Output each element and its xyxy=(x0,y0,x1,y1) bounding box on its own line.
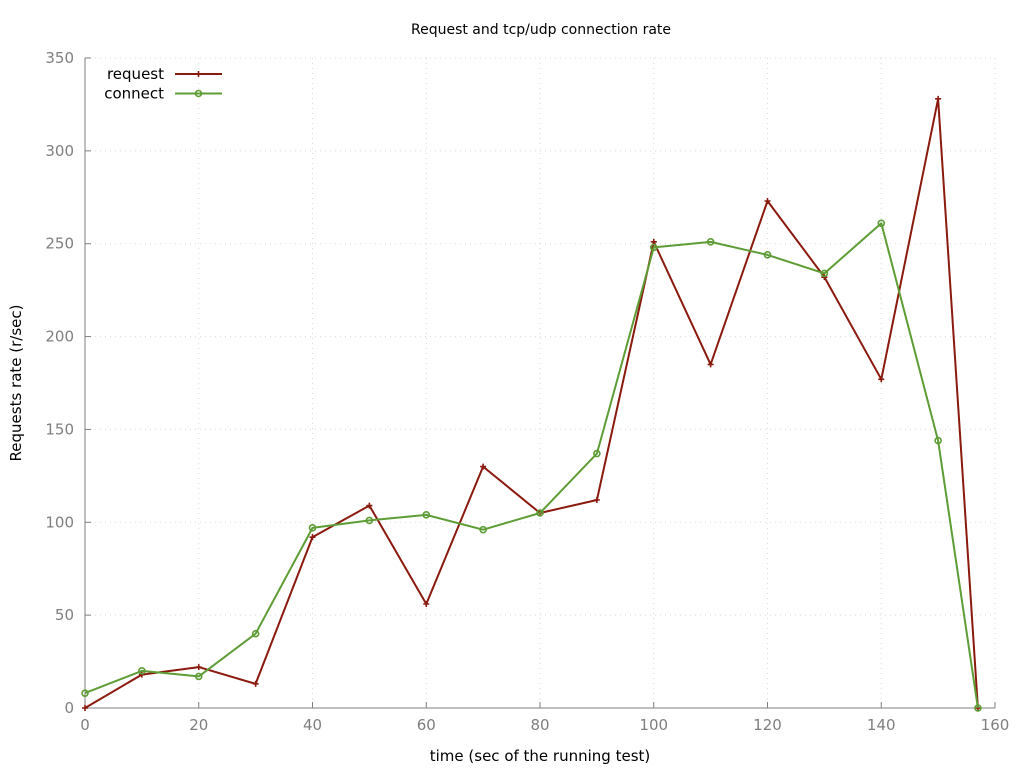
y-axis-label: Requests rate (r/sec) xyxy=(7,305,25,462)
request-data-point xyxy=(593,497,600,503)
connect-data-point xyxy=(138,667,146,675)
connect-data-point xyxy=(763,251,772,259)
connect-data-point xyxy=(536,509,544,517)
x-tick-label: 20 xyxy=(189,716,208,734)
y-tick-label: 300 xyxy=(45,142,74,160)
legend-marker xyxy=(195,71,202,77)
legend-item-connect: connect xyxy=(104,85,222,103)
request-data-point xyxy=(252,680,259,687)
y-axis-ticks: 0 50 100 150 200 250 300 350 xyxy=(45,49,91,717)
request-series-line xyxy=(84,97,979,709)
connect-data-point xyxy=(593,449,601,458)
x-tick-label: 60 xyxy=(417,716,436,734)
series-group xyxy=(81,95,982,712)
connect-data-point xyxy=(308,524,317,532)
connect-series-line xyxy=(84,222,979,709)
request-data-point xyxy=(935,95,942,102)
x-tick-label: 160 xyxy=(981,716,1010,734)
chart-title: Request and tcp/udp connection rate xyxy=(411,22,671,38)
grid-lines xyxy=(85,57,996,708)
request-data-point xyxy=(195,664,202,671)
x-tick-label: 140 xyxy=(867,716,896,734)
x-tick-label: 120 xyxy=(753,716,782,734)
connect-data-point xyxy=(649,243,658,252)
connect-data-point xyxy=(706,238,715,246)
legend-item-request: request xyxy=(107,65,222,83)
legend-marker xyxy=(194,89,203,98)
legend-label: connect xyxy=(104,85,164,103)
connect-data-point xyxy=(422,511,431,519)
request-data-point xyxy=(764,198,771,204)
connect-data-point xyxy=(194,672,203,681)
legend-label: request xyxy=(107,65,164,83)
request-data-point xyxy=(707,361,714,368)
x-axis-label: time (sec of the running test) xyxy=(430,747,651,765)
request-data-point xyxy=(309,534,316,541)
y-tick-label: 50 xyxy=(55,606,74,624)
connect-data-point xyxy=(81,689,89,697)
connect-data-point xyxy=(974,704,982,712)
y-tick-label: 0 xyxy=(64,699,74,717)
y-tick-label: 100 xyxy=(45,513,74,531)
request-data-point xyxy=(480,463,487,470)
x-tick-label: 0 xyxy=(80,716,90,734)
request-data-point xyxy=(423,601,430,607)
y-tick-label: 150 xyxy=(45,420,74,438)
y-tick-label: 350 xyxy=(45,49,74,67)
request-data-point xyxy=(366,502,373,509)
request-data-point xyxy=(878,376,885,383)
y-tick-label: 250 xyxy=(45,235,74,253)
connect-data-point xyxy=(820,269,829,278)
x-axis-ticks: 0 20 40 60 80 100 120 140 160 xyxy=(80,702,1009,734)
connect-data-point xyxy=(877,219,886,228)
connect-series xyxy=(81,219,982,712)
x-tick-label: 40 xyxy=(303,716,322,734)
connect-data-point xyxy=(365,516,374,525)
request-data-point xyxy=(82,705,88,711)
connect-data-point xyxy=(251,629,260,638)
connect-data-point xyxy=(934,436,942,445)
x-tick-label: 80 xyxy=(530,716,549,734)
request-series xyxy=(82,95,981,711)
y-tick-label: 200 xyxy=(45,328,74,346)
connect-data-point xyxy=(479,525,487,534)
legend: request connect xyxy=(104,65,222,103)
x-tick-label: 100 xyxy=(639,716,668,734)
